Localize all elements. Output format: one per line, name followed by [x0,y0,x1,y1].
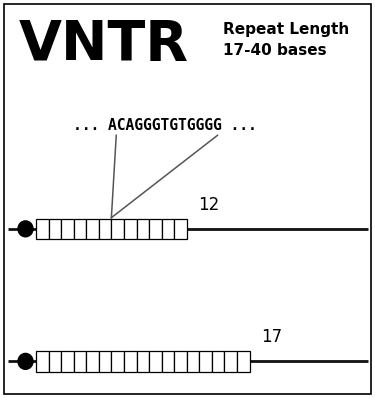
Bar [174,351,187,372]
Bar [124,219,136,239]
Bar [174,219,187,239]
Bar [99,219,111,239]
Bar [136,351,149,372]
Bar [74,219,86,239]
Bar [162,219,174,239]
Bar [61,219,74,239]
Text: ... ACAGGGTGTGGGG ...: ... ACAGGGTGTGGGG ... [73,118,257,133]
Bar [187,351,200,372]
Bar [61,351,74,372]
Bar [224,351,237,372]
Bar [136,219,149,239]
Bar [74,351,86,372]
Circle shape [18,353,33,369]
Bar [86,219,99,239]
Bar [111,351,124,372]
Bar [149,351,162,372]
Bar [237,351,250,372]
Circle shape [18,221,33,237]
Bar [49,351,61,372]
Text: VNTR: VNTR [19,18,189,72]
Bar [124,351,136,372]
Bar [36,351,49,372]
Bar [149,219,162,239]
Bar [111,219,124,239]
Text: Repeat Length
17-40 bases: Repeat Length 17-40 bases [223,22,350,58]
Bar [162,351,174,372]
Text: 12: 12 [198,196,219,214]
Bar [86,351,99,372]
Bar [99,351,111,372]
Text: 17: 17 [261,328,282,346]
Bar [200,351,212,372]
Bar [212,351,224,372]
Bar [49,219,61,239]
Bar [36,219,49,239]
